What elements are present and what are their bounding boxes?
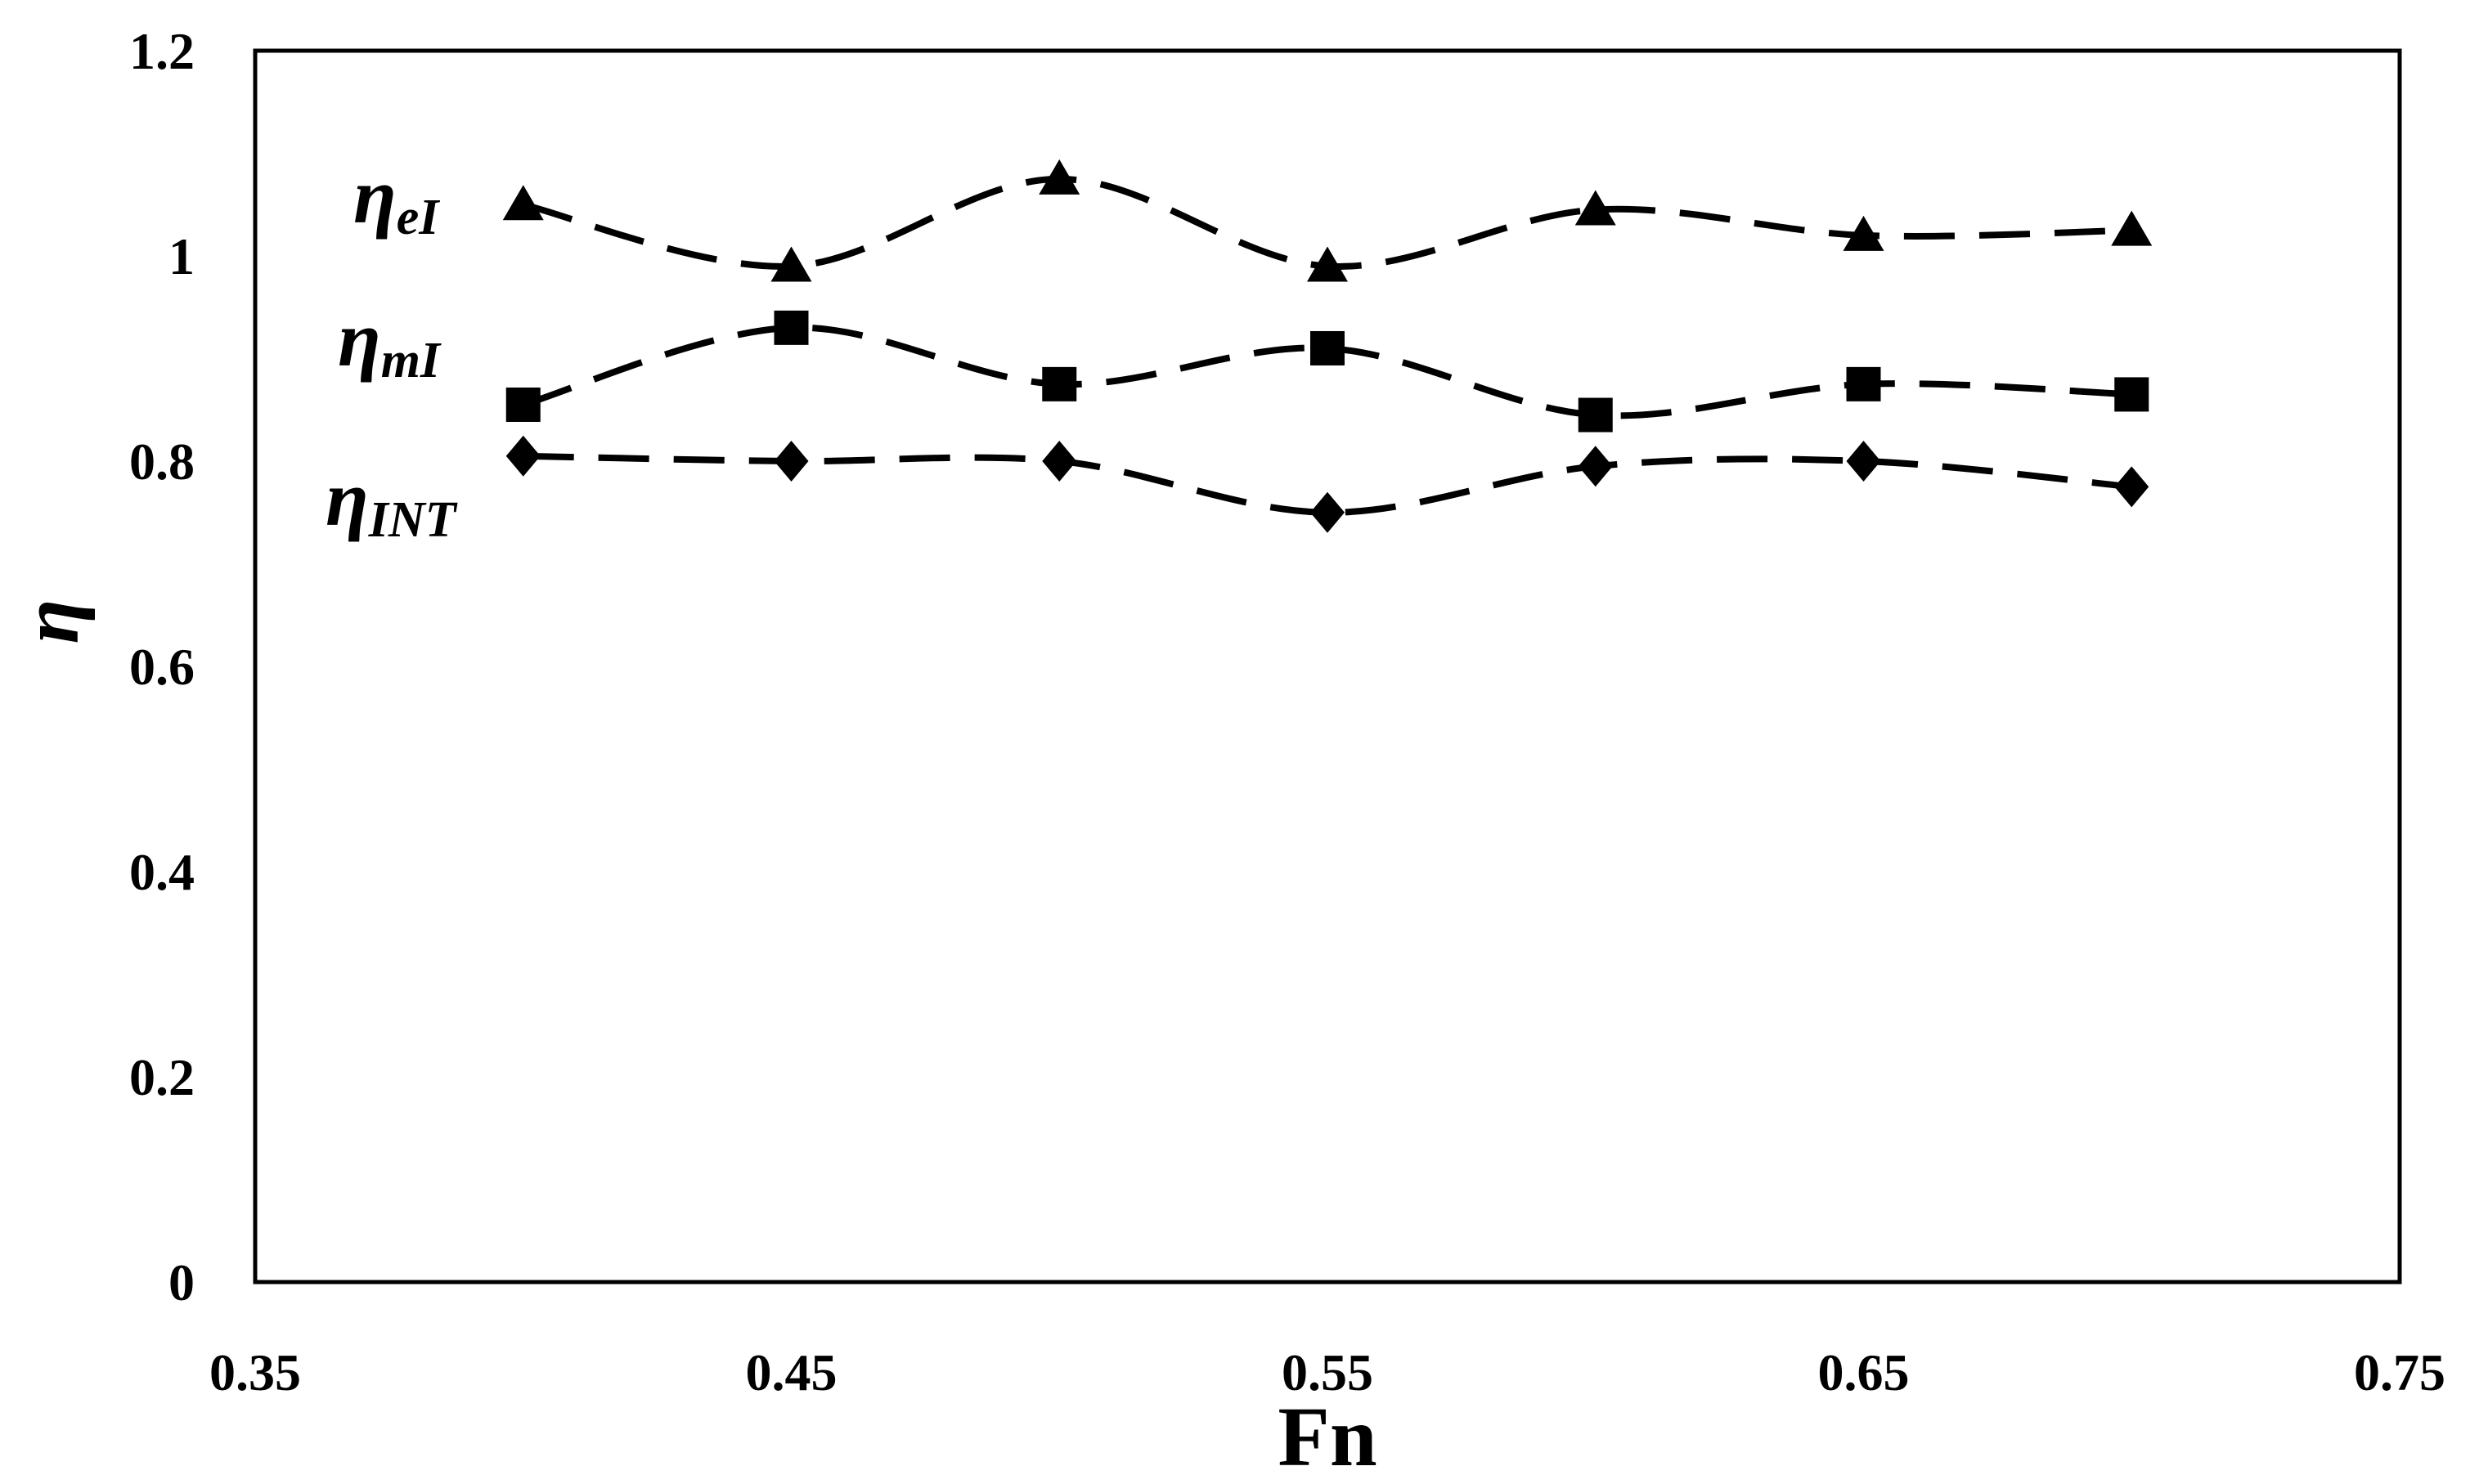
diamond-marker [1846, 441, 1881, 482]
triangle-marker [1574, 190, 1616, 226]
diamond-marker [1042, 441, 1077, 482]
square-marker [1578, 397, 1613, 433]
series-label-subscript: INT [368, 492, 458, 548]
series-label-subscript: eI [397, 190, 441, 245]
y-tick-label: 0.8 [129, 433, 195, 491]
diamond-marker [1310, 491, 1345, 533]
square-marker [774, 310, 809, 345]
series-label-symbol: η [338, 295, 381, 383]
y-tick-label: 1 [168, 227, 195, 285]
y-tick-label: 0.4 [129, 843, 195, 901]
diamond-marker [2114, 466, 2149, 508]
y-axis-tick-labels: 0 0.2 0.4 0.6 0.8 1 1.2 [129, 22, 195, 1311]
triangle-marker [2111, 210, 2153, 246]
square-marker [505, 387, 541, 422]
triangle-marker [1039, 159, 1080, 195]
series-label-mi: ηmI [338, 295, 442, 388]
y-axis-title: η [5, 599, 96, 644]
x-axis-title: Fn [1278, 1390, 1376, 1484]
y-tick-label: 0.6 [129, 638, 195, 696]
square-marker [2114, 377, 2149, 412]
y-tick-label: 0 [168, 1253, 195, 1311]
x-tick-label: 0.45 [746, 1343, 838, 1401]
square-marker [1042, 366, 1077, 401]
x-tick-label: 0.75 [2354, 1343, 2445, 1401]
x-tick-label: 0.55 [1282, 1343, 1373, 1401]
y-tick-label: 0.2 [129, 1048, 195, 1106]
x-tick-label: 0.35 [209, 1343, 301, 1401]
triangle-marker [770, 246, 812, 282]
diamond-marker [1578, 446, 1613, 487]
triangle-marker [1307, 246, 1348, 282]
series-label-symbol: η [353, 152, 397, 240]
series-label-ei: ηeI [353, 152, 440, 245]
x-axis-tick-labels: 0.35 0.45 0.55 0.65 0.75 [209, 1343, 2445, 1401]
diamond-marker [505, 435, 541, 477]
triangle-marker [1843, 215, 1884, 251]
diamond-marker [774, 441, 809, 482]
series-label-int: ηINT [326, 455, 458, 548]
square-marker [1310, 330, 1345, 365]
square-marker [1846, 366, 1881, 401]
series-markers [502, 159, 2153, 533]
plot-area-frame [253, 48, 2402, 1284]
series-label-subscript: mI [381, 333, 442, 388]
x-tick-label: 0.65 [1818, 1343, 1910, 1401]
triangle-marker [502, 185, 544, 221]
series-label-symbol: η [326, 455, 369, 542]
y-tick-label: 1.2 [129, 22, 195, 80]
